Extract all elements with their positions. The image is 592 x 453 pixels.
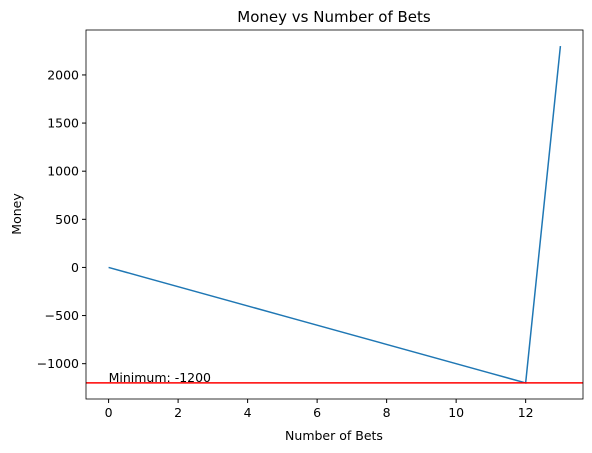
x-tick-label: 10 <box>448 405 464 420</box>
x-tick-label: 0 <box>105 405 113 420</box>
annotation: Minimum: -1200 <box>109 370 211 385</box>
x-tick-label: 6 <box>313 405 321 420</box>
y-tick-label: 2000 <box>47 67 79 82</box>
x-tick-label: 8 <box>383 405 391 420</box>
x-tick-label: 12 <box>518 405 534 420</box>
plot-frame <box>85 29 584 400</box>
y-tick-label: 1500 <box>47 116 79 131</box>
x-tick-label: 4 <box>244 405 252 420</box>
x-axis-label: Number of Bets <box>285 428 383 443</box>
x-tick-label: 2 <box>174 405 182 420</box>
data-line <box>108 45 562 384</box>
chart-title: Money vs Number of Bets <box>237 8 431 26</box>
y-tick-label: 500 <box>55 212 79 227</box>
y-tick-label: 0 <box>71 260 79 275</box>
y-tick-label: 1000 <box>47 164 79 179</box>
y-tick-label: −1000 <box>37 356 79 371</box>
y-axis-label: Money <box>9 193 24 235</box>
y-tick-label: −500 <box>45 308 79 323</box>
